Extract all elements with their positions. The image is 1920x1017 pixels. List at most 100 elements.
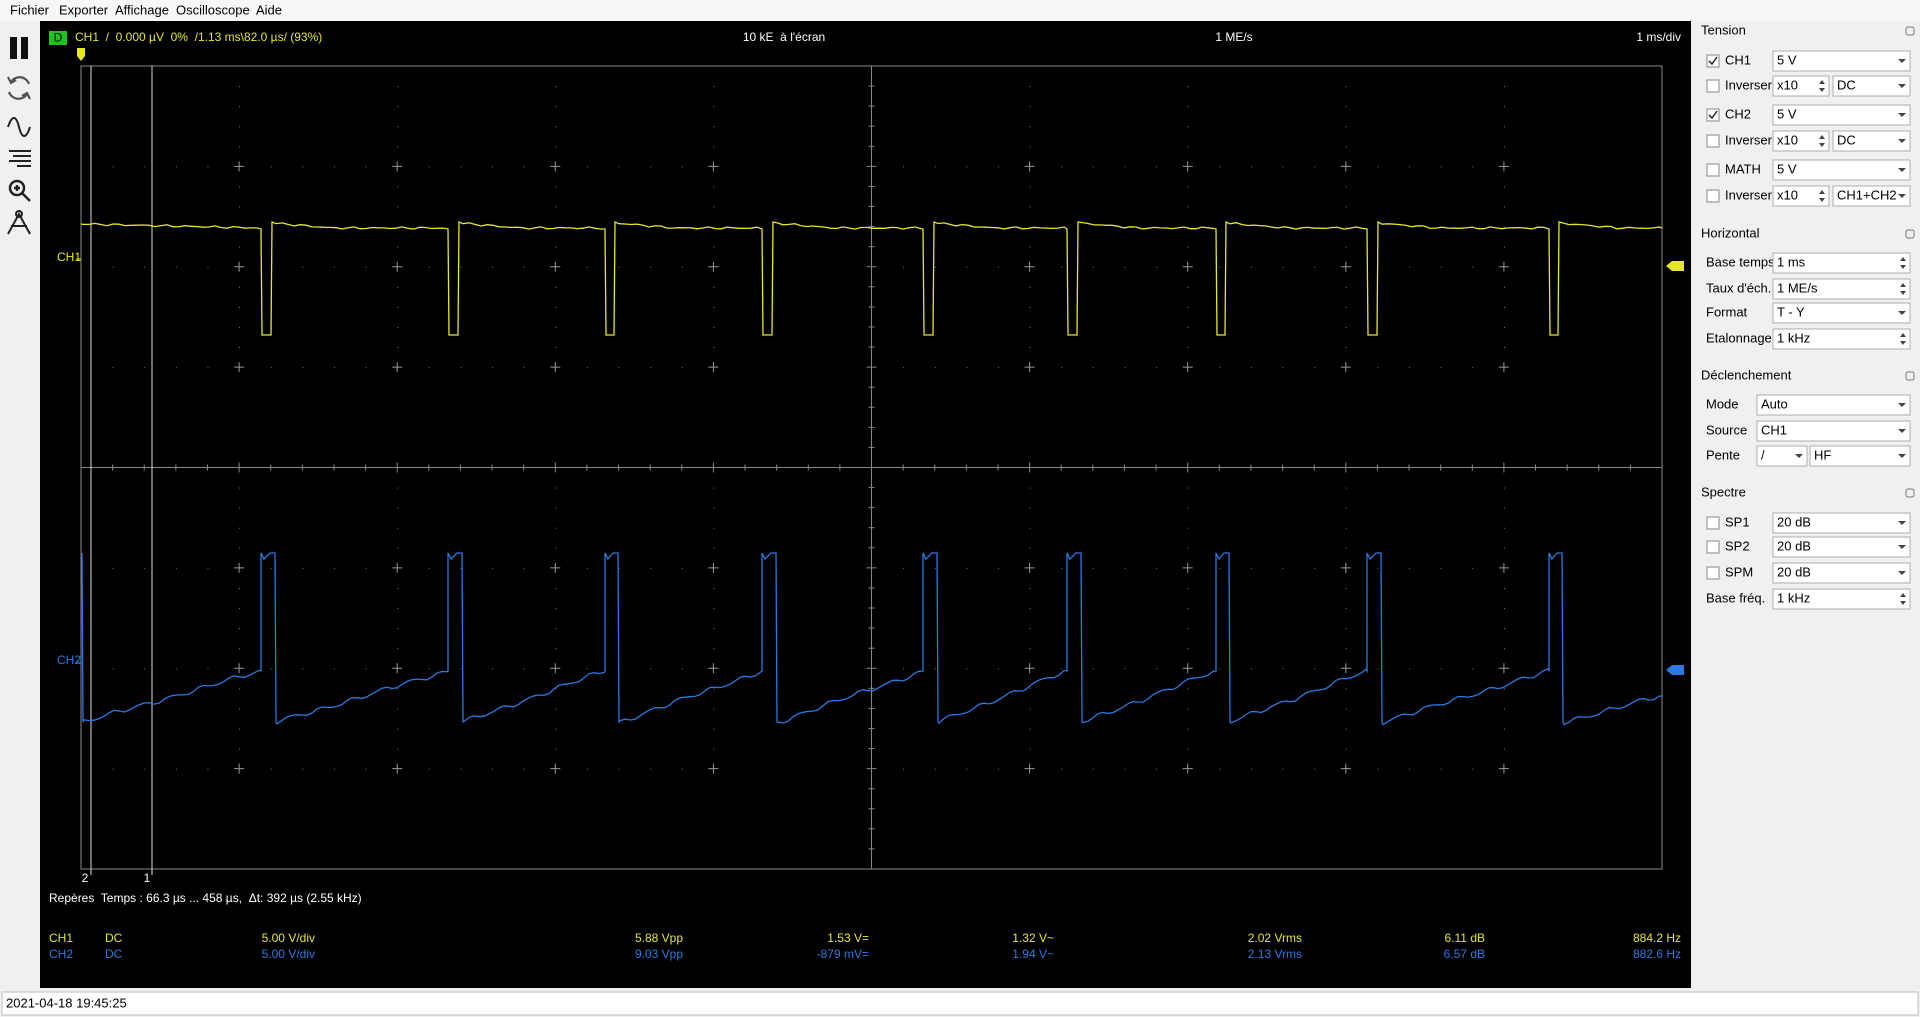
grid-dot <box>1440 668 1442 670</box>
grid-dot <box>1377 668 1379 670</box>
refresh-button[interactable] <box>7 76 31 100</box>
checkbox[interactable] <box>1706 566 1720 580</box>
grid-cross <box>708 663 719 674</box>
grid-cross <box>1340 161 1351 172</box>
field-box[interactable] <box>1772 104 1911 126</box>
grid-dot <box>492 668 494 670</box>
field-box[interactable] <box>1832 185 1911 207</box>
status-bar <box>1 991 1919 1016</box>
grid-dot <box>1282 567 1284 569</box>
signal-button[interactable] <box>7 117 31 137</box>
grid-cross <box>1182 663 1193 674</box>
grid-dot <box>966 768 968 770</box>
checkbox[interactable] <box>1706 516 1720 530</box>
grid-dot <box>713 547 715 549</box>
ch1-offset-marker <box>1666 261 1684 271</box>
grid-dot <box>397 628 399 630</box>
grid-dot <box>1029 688 1031 690</box>
field-value: DC <box>1837 77 1856 92</box>
field-box[interactable] <box>1772 512 1911 534</box>
grid-dot <box>1503 86 1505 88</box>
field-box[interactable] <box>1772 252 1911 274</box>
checkbox[interactable] <box>1706 79 1720 93</box>
section-float-icon[interactable] <box>1905 26 1915 36</box>
grid-dot <box>586 768 588 770</box>
field-box[interactable] <box>1772 278 1911 300</box>
grid-dot <box>1282 768 1284 770</box>
grid-dot <box>1472 567 1474 569</box>
grid-dot <box>713 306 715 308</box>
grid-dot <box>1503 527 1505 529</box>
grid-dot <box>1345 306 1347 308</box>
grid-dot <box>333 567 335 569</box>
grid-dot <box>1187 246 1189 248</box>
grid-dot <box>1187 306 1189 308</box>
grid-dot <box>270 567 272 569</box>
timestamp: 2021-04-18 19:45:25 <box>6 995 127 1010</box>
row-label: Inverser <box>1725 187 1773 202</box>
section-float-icon[interactable] <box>1905 229 1915 239</box>
field-box[interactable] <box>1772 562 1911 584</box>
zoom-button[interactable] <box>8 179 31 202</box>
grid-dot <box>713 206 715 208</box>
field-box[interactable] <box>1772 588 1911 610</box>
field-box[interactable] <box>1772 328 1911 350</box>
field-box[interactable] <box>1772 159 1911 181</box>
field-value: x10 <box>1777 132 1798 147</box>
grid-dot <box>144 367 146 369</box>
dropdown-arrow <box>1898 84 1906 88</box>
field-box[interactable] <box>1772 50 1911 72</box>
field-box[interactable] <box>1756 420 1911 442</box>
grid-dot <box>934 166 936 168</box>
grid-dot <box>1377 768 1379 770</box>
grid-dot <box>903 266 905 268</box>
menu-item[interactable]: Aide <box>256 2 282 17</box>
menu-item[interactable]: Exporter <box>59 2 109 17</box>
section-float-icon[interactable] <box>1905 371 1915 381</box>
field-box[interactable] <box>1832 130 1911 152</box>
grid-cross <box>550 161 561 172</box>
grid <box>80 65 1663 870</box>
section-float-icon[interactable] <box>1905 488 1915 498</box>
checkbox[interactable] <box>1706 540 1720 554</box>
pause-button[interactable] <box>10 37 28 59</box>
dropdown-arrow <box>1898 59 1906 63</box>
grid-dot <box>365 768 367 770</box>
grid-dot <box>365 166 367 168</box>
grid-dot <box>1250 768 1252 770</box>
menu-item[interactable]: Oscilloscope <box>176 2 250 17</box>
field-box[interactable] <box>1756 445 1808 467</box>
field-box[interactable] <box>1772 185 1830 207</box>
grid-dot <box>144 266 146 268</box>
field-box[interactable] <box>1832 75 1911 97</box>
checkbox[interactable] <box>1706 189 1720 203</box>
checkbox[interactable] <box>1706 134 1720 148</box>
field-box[interactable] <box>1772 536 1911 558</box>
grid-cross <box>708 763 719 774</box>
row-label: Base fréq. <box>1706 590 1765 605</box>
field-box[interactable] <box>1756 394 1911 416</box>
field-box[interactable] <box>1772 302 1911 324</box>
grid-dot <box>492 567 494 569</box>
grid-dot <box>365 668 367 670</box>
menu-item[interactable]: Affichage <box>115 2 169 17</box>
field-box[interactable] <box>1772 130 1830 152</box>
dropdown-arrow <box>1898 521 1906 525</box>
field-box[interactable] <box>1772 75 1830 97</box>
measure-button[interactable] <box>7 210 31 235</box>
grid-dot <box>523 166 525 168</box>
grid-dot <box>1345 206 1347 208</box>
grid-dot <box>555 708 557 710</box>
measurement: 1.32 V~ <box>1012 931 1054 945</box>
checkbox[interactable] <box>1706 54 1720 68</box>
spectrum-button[interactable] <box>9 150 31 167</box>
field-box[interactable] <box>1809 445 1911 467</box>
menu-item[interactable]: Fichier <box>10 2 50 17</box>
grid-dot <box>144 166 146 168</box>
row-label: CH1 <box>1725 52 1751 67</box>
grid-dot <box>397 507 399 509</box>
grid-dot <box>997 266 999 268</box>
checkbox[interactable] <box>1706 163 1720 177</box>
dropdown-arrow <box>1898 545 1906 549</box>
checkbox[interactable] <box>1706 108 1720 122</box>
